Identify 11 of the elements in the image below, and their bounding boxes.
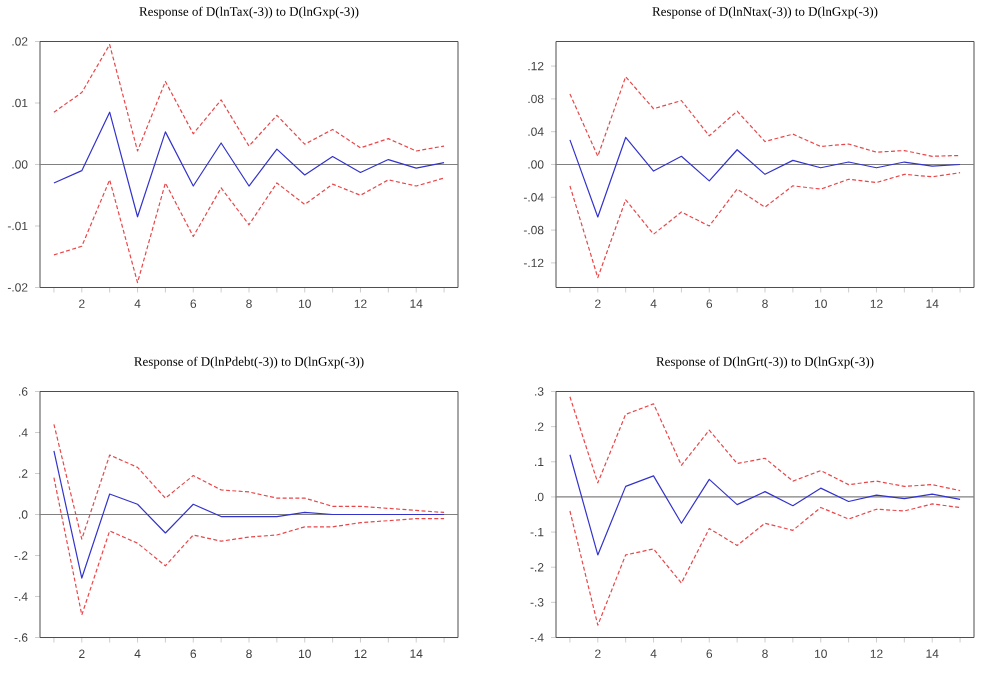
line-series (53, 44, 445, 152)
line-series (569, 137, 961, 218)
line-series (53, 177, 445, 284)
line-series (569, 454, 961, 556)
line-series (53, 477, 445, 616)
line-series (569, 503, 961, 627)
line-series (53, 111, 445, 218)
line-series (569, 396, 961, 492)
line-series (569, 172, 961, 279)
line-series (569, 76, 961, 158)
line-series (53, 423, 445, 540)
